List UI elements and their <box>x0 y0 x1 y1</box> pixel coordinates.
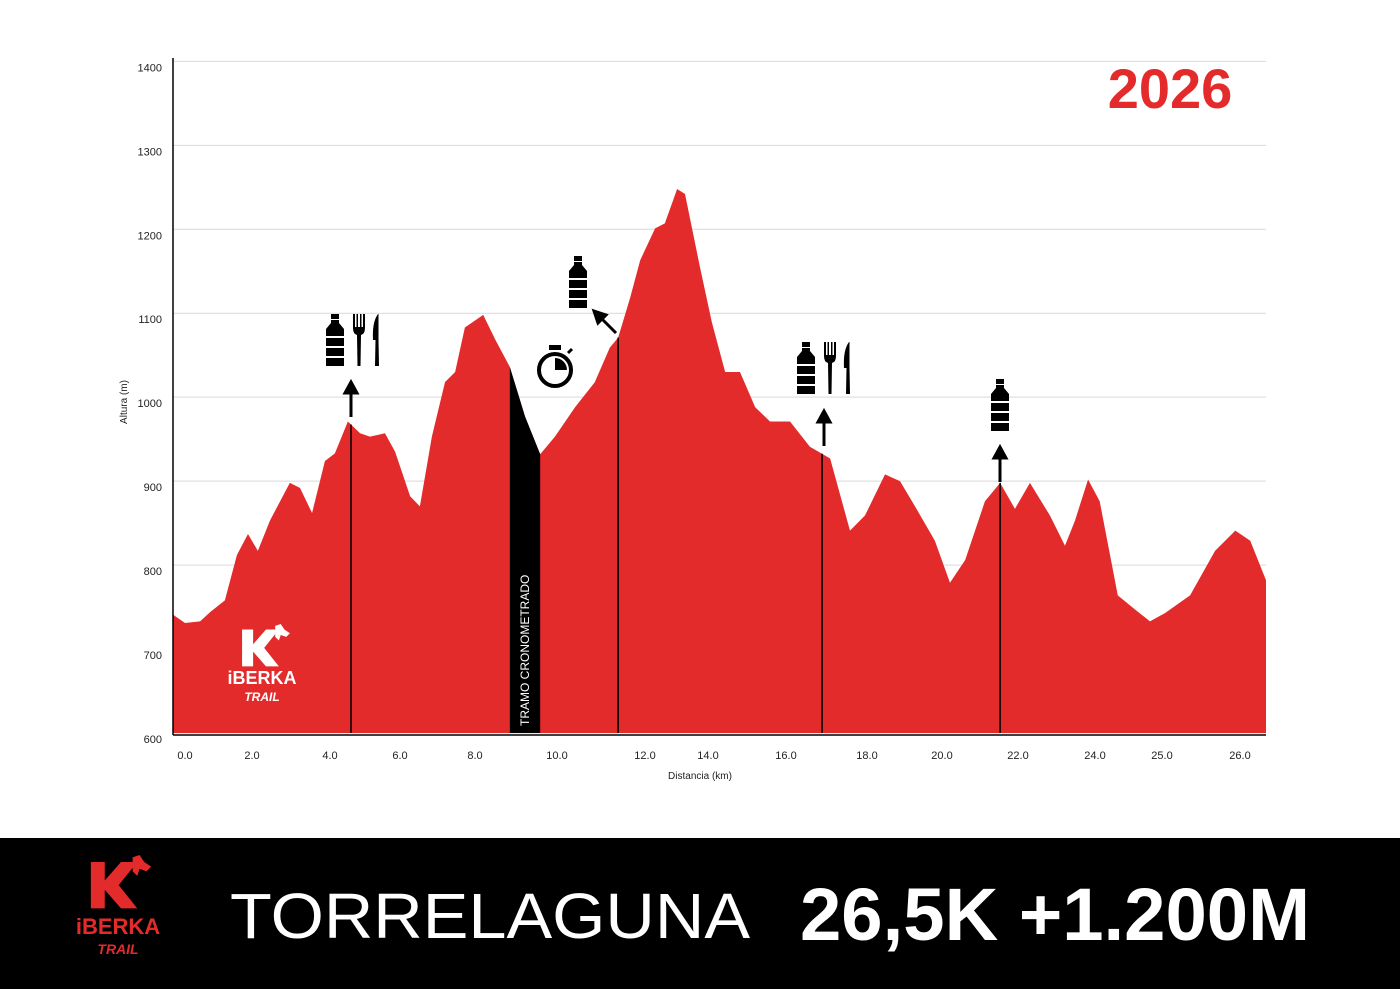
logo-name: iBERKA <box>227 668 296 688</box>
footer-logo-name: iBERKA <box>76 914 160 939</box>
y-tick-label: 1000 <box>138 398 162 410</box>
aid-icons <box>326 256 1009 482</box>
y-tick-label: 1200 <box>138 230 162 242</box>
x-tick-label: 24.0 <box>1084 750 1105 762</box>
y-tick-label: 1100 <box>138 314 162 326</box>
stopwatch-icon <box>537 345 574 388</box>
chart-title: 2026 <box>1108 57 1233 120</box>
footer-logo-sub: TRAIL <box>97 941 138 957</box>
chart-logo: iBERKA TRAIL <box>227 624 297 704</box>
x-tick-label: 18.0 <box>856 750 877 762</box>
footer-band <box>0 838 1400 989</box>
x-tick-label: 26.0 <box>1229 750 1250 762</box>
x-tick-label: 2.0 <box>244 750 259 762</box>
x-tick-label: 25.0 <box>1151 750 1172 762</box>
y-tick-label: 900 <box>144 482 162 494</box>
race-stats: 26,5K +1.200M <box>800 873 1310 956</box>
x-tick-label: 22.0 <box>1007 750 1028 762</box>
x-tick-label: 6.0 <box>392 750 407 762</box>
place-name: TORRELAGUNA <box>230 880 750 952</box>
footer-logo: iBERKA TRAIL <box>76 855 160 957</box>
y-tick-label: 1300 <box>138 146 162 158</box>
x-tick-label: 16.0 <box>775 750 796 762</box>
y-tick-label: 700 <box>144 650 162 662</box>
elevation-area <box>173 188 1266 733</box>
y-tick-label: 1400 <box>138 62 162 74</box>
plot-area: 600 700 800 900 1000 1100 1200 1300 1400 0.0 2.0 4.… <box>138 58 1266 762</box>
x-tick-label: 4.0 <box>322 750 337 762</box>
y-tick-label: 800 <box>144 566 162 578</box>
logo-sub: TRAIL <box>244 690 279 704</box>
x-axis-label: Distancia (km) <box>668 771 732 782</box>
timed-section-label: TRAMO CRONOMETRADO <box>518 575 532 726</box>
x-tick-label: 8.0 <box>467 750 482 762</box>
y-tick-label: 600 <box>144 734 162 746</box>
y-axis-label: Altura (m) <box>119 380 130 424</box>
x-tick-label: 10.0 <box>546 750 567 762</box>
x-tick-label: 14.0 <box>697 750 718 762</box>
x-tick-label: 0.0 <box>177 750 192 762</box>
timed-section <box>509 366 541 733</box>
x-tick-label: 12.0 <box>634 750 655 762</box>
x-tick-label: 20.0 <box>931 750 952 762</box>
